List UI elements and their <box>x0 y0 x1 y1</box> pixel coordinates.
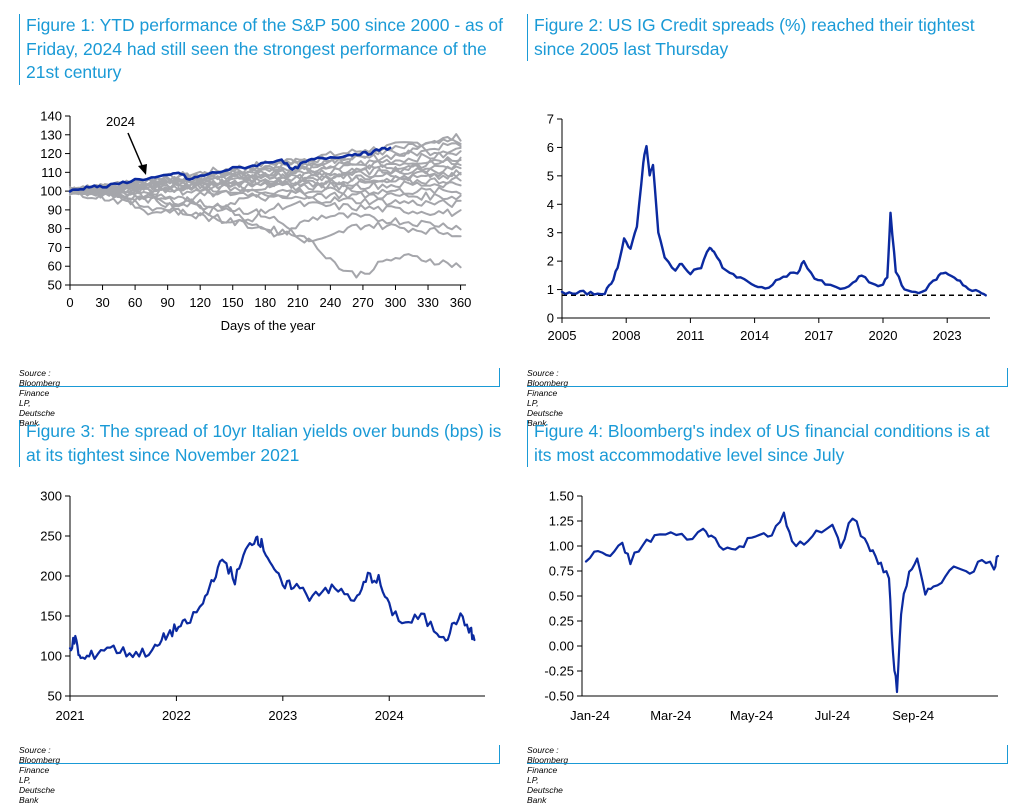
fig1-grey-series-line <box>69 171 462 196</box>
fig4-x-tick-label: Sep-24 <box>892 708 934 723</box>
fig1-x-tick-label: 90 <box>160 295 174 310</box>
figure-4-corner <box>527 745 1008 764</box>
fig1-x-axis-label: Days of the year <box>221 318 316 333</box>
fig1-grey-series-line <box>69 186 462 196</box>
fig4-y-tick-label: 0.00 <box>549 639 574 654</box>
fig2-y-tick-label: 5 <box>547 168 554 183</box>
fig1-x-tick-label: 30 <box>95 295 109 310</box>
fig4-x-tick-label: May-24 <box>730 708 773 723</box>
fig4-y-tick-label: -0.25 <box>544 664 574 679</box>
fig4-y-tick-label: 1.50 <box>549 489 574 504</box>
fig1-y-tick-label: 80 <box>48 221 62 236</box>
figure-2-source: Source : Bloomberg Finance LP, Deutsche … <box>527 368 569 428</box>
fig1-y-tick-label: 120 <box>40 146 62 161</box>
fig2-series-line <box>560 144 987 297</box>
figure-1-title: Figure 1: YTD performance of the S&P 500… <box>19 14 510 85</box>
fig4-x-tick-label: Jul-24 <box>815 708 850 723</box>
fig3-y-tick-label: 100 <box>40 649 62 664</box>
fig1-x-tick-label: 0 <box>66 295 73 310</box>
figure-2-chart: 0 1 2 3 4 5 6 7 2005 2008 2011 2014 2017 2020 2023 <box>547 112 990 343</box>
fig1-y-tick-label: 140 <box>40 109 62 124</box>
fig1-x-tick-label: 240 <box>320 295 342 310</box>
fig2-y-tick-label: 1 <box>547 282 554 297</box>
fig1-y-tick-label: 130 <box>40 127 62 142</box>
fig3-x-tick-label: 2021 <box>56 708 85 723</box>
fig4-y-tick-label: 0.50 <box>549 589 574 604</box>
fig2-y-tick-label: 7 <box>547 112 554 127</box>
fig2-x-tick-label: 2017 <box>804 328 833 343</box>
fig2-x-tick-label: 2005 <box>548 328 577 343</box>
fig4-y-tick-label: 0.25 <box>549 614 574 629</box>
fig2-x-tick-label: 2014 <box>740 328 769 343</box>
figure-3-corner <box>19 745 500 764</box>
fig1-grey-series-line <box>69 176 462 195</box>
fig1-y-tick-label: 50 <box>48 278 62 293</box>
fig3-y-tick-label: 300 <box>40 489 62 504</box>
fig1-y-tick-label: 110 <box>41 165 62 180</box>
fig1-annotation-arrow-shaft <box>127 132 144 169</box>
fig4-x-tick-label: Jan-24 <box>570 708 610 723</box>
fig2-y-tick-label: 2 <box>547 254 554 269</box>
fig3-y-tick-label: 150 <box>40 609 62 624</box>
fig1-x-tick-label: 120 <box>189 295 211 310</box>
fig1-series-2024-line <box>68 146 392 193</box>
fig2-x-tick-label: 2020 <box>869 328 898 343</box>
fig1-grey-series-line <box>69 162 462 196</box>
fig2-y-tick-label: 3 <box>547 225 554 240</box>
fig1-x-tick-label: 60 <box>128 295 142 310</box>
fig3-x-tick-label: 2024 <box>375 708 404 723</box>
figure-4-chart: 1.50 1.25 1.00 0.75 0.50 0.25 0.00 -0.25 -0.50 Ja… <box>544 489 1000 723</box>
fig1-x-tick-label: 150 <box>222 295 244 310</box>
figure-1-corner <box>19 368 500 387</box>
fig2-y-tick-label: 0 <box>547 311 554 326</box>
fig1-x-tick-label: 210 <box>287 295 309 310</box>
fig1-x-tick-label: 270 <box>352 295 374 310</box>
fig1-x-tick-label: 300 <box>385 295 407 310</box>
fig1-x-tick-label: 330 <box>417 295 439 310</box>
fig1-grey-series-line <box>69 188 462 224</box>
fig1-grey-series-line <box>69 146 462 195</box>
fig4-y-tick-label: -0.50 <box>544 689 574 704</box>
fig4-x-tick-label: Mar-24 <box>650 708 691 723</box>
fig3-series-line <box>68 535 476 661</box>
fig2-x-tick-label: 2011 <box>676 328 704 343</box>
figure-4-title: Figure 4: Bloomberg's index of US financ… <box>527 420 1004 467</box>
fig2-x-tick-label: 2008 <box>612 328 641 343</box>
fig4-series-line <box>584 511 1000 694</box>
fig1-y-tick-label: 60 <box>48 259 62 274</box>
fig1-annotation-2024: 2024 <box>106 114 135 129</box>
fig1-annotation-arrow-head <box>138 164 147 175</box>
figure-3-title: Figure 3: The spread of 10yr Italian yie… <box>19 420 510 467</box>
fig1-x-tick-label: 360 <box>450 295 472 310</box>
figure-1-source: Source : Bloomberg Finance LP, Deutsche … <box>19 368 61 428</box>
figure-2-title: Figure 2: US IG Credit spreads (%) reach… <box>527 14 1004 61</box>
fig1-x-tick-label: 180 <box>254 295 276 310</box>
figure-3-chart: 50 100 150 200 250 300 2021 2022 2023 2024 <box>40 489 485 723</box>
fig2-y-tick-label: 4 <box>547 197 554 212</box>
fig1-grey-series-line <box>69 187 462 279</box>
fig3-y-tick-label: 200 <box>40 569 62 584</box>
fig4-y-tick-label: 0.75 <box>549 564 574 579</box>
fig1-grey-series-line <box>69 138 462 194</box>
fig1-y-tick-label: 90 <box>48 202 62 217</box>
fig4-y-tick-label: 1.00 <box>549 539 574 554</box>
figure-1-chart: 50 60 70 80 90 100 110 120 130 140 0 30 60 90 120 150 18… <box>40 109 472 334</box>
fig3-y-tick-label: 250 <box>40 529 62 544</box>
fig1-y-tick-label: 70 <box>48 240 62 255</box>
figure-2-corner <box>527 368 1008 387</box>
fig1-y-tick-label: 100 <box>40 184 62 199</box>
fig3-x-tick-label: 2023 <box>268 708 297 723</box>
fig4-y-tick-label: 1.25 <box>549 514 574 529</box>
fig2-y-tick-label: 6 <box>547 140 554 155</box>
fig3-x-tick-label: 2022 <box>162 708 191 723</box>
fig1-grey-series-line <box>69 189 462 216</box>
fig2-x-tick-label: 2023 <box>933 328 962 343</box>
fig3-y-tick-label: 50 <box>48 689 62 704</box>
